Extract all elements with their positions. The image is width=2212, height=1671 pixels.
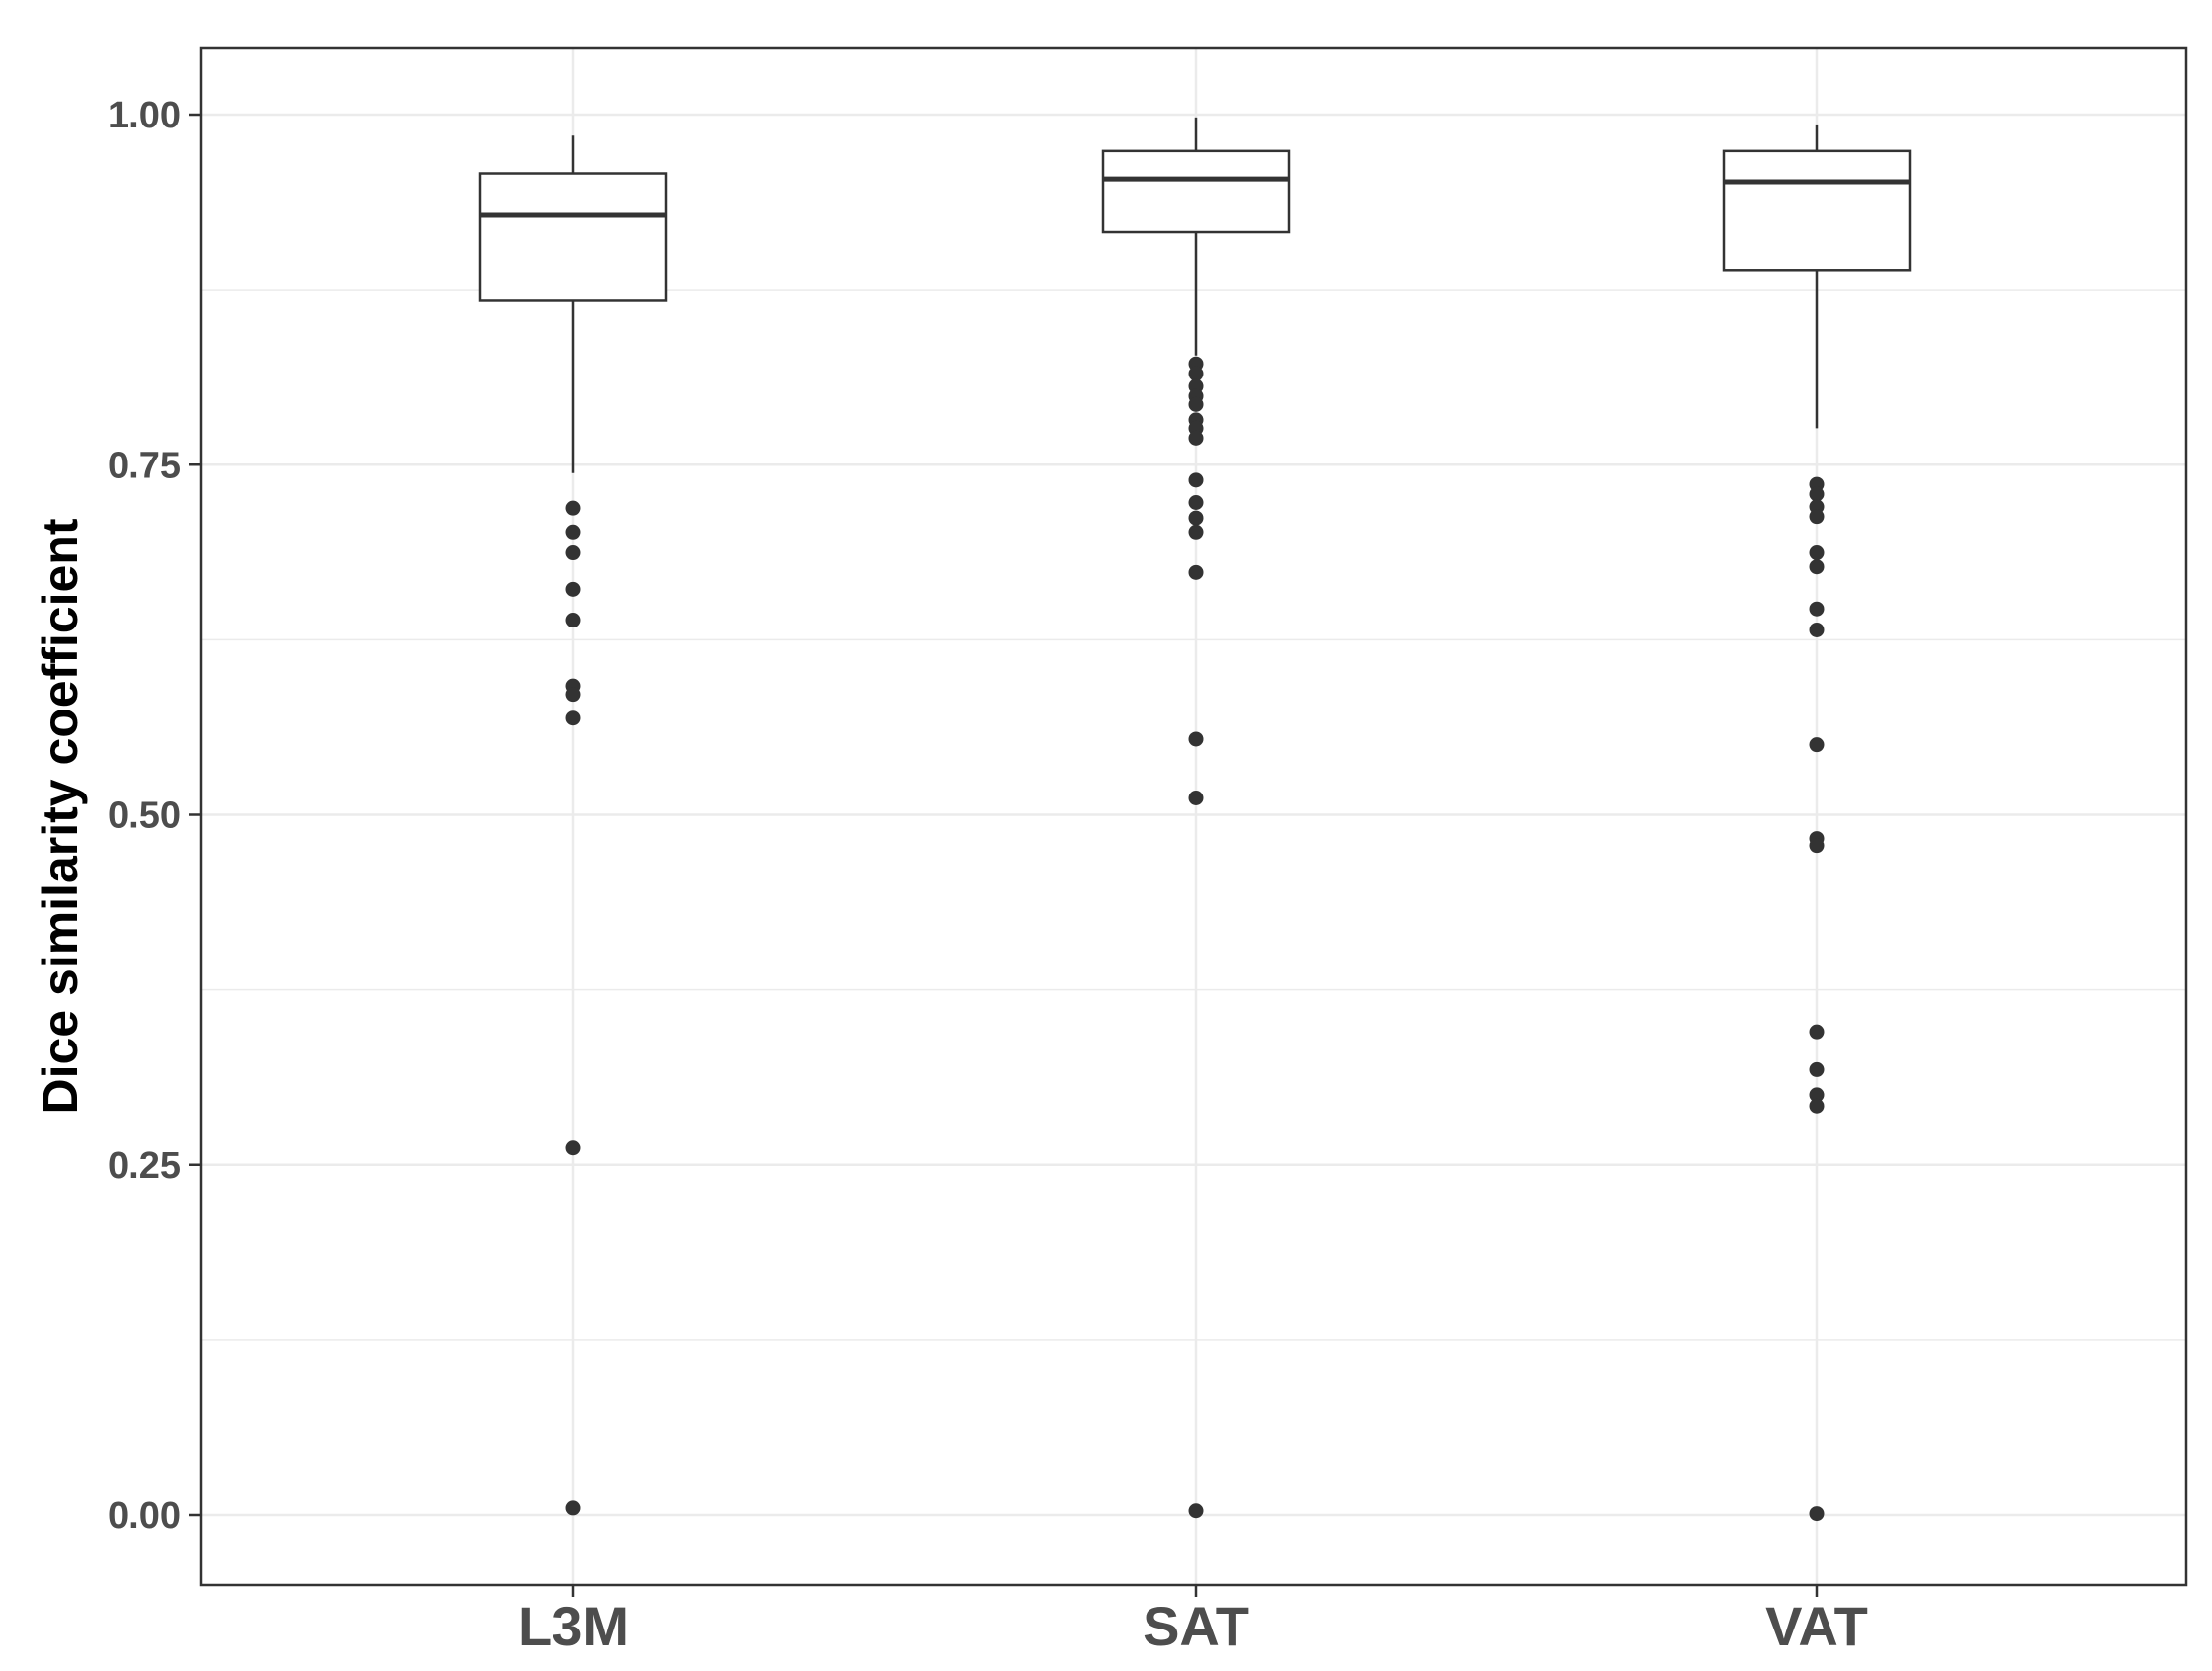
outlier-point bbox=[1809, 486, 1825, 502]
outlier-point bbox=[1188, 366, 1204, 381]
boxes bbox=[478, 117, 1912, 473]
outlier-point bbox=[1188, 564, 1204, 580]
y-tick-label: 0.75 bbox=[108, 445, 181, 486]
outlier-point bbox=[565, 613, 581, 628]
outlier-point bbox=[1188, 472, 1204, 488]
outlier-point bbox=[565, 545, 581, 561]
x-tick-label: VAT bbox=[1765, 1595, 1868, 1657]
outlier-point bbox=[565, 710, 581, 726]
outlier-point bbox=[1809, 1098, 1825, 1114]
outlier-point bbox=[1809, 1024, 1825, 1040]
outlier-point bbox=[1188, 430, 1204, 446]
outlier-point bbox=[1188, 524, 1204, 540]
y-tick-label: 0.25 bbox=[108, 1145, 181, 1187]
outlier-point bbox=[565, 500, 581, 516]
outlier-point bbox=[1809, 838, 1825, 854]
outlier-point bbox=[1809, 1087, 1825, 1103]
outlier-point bbox=[565, 581, 581, 597]
outlier-point bbox=[1809, 509, 1825, 525]
box-l3m bbox=[478, 135, 668, 473]
outlier-point bbox=[1188, 396, 1204, 412]
outlier-point bbox=[1809, 559, 1825, 575]
outlier-point bbox=[1809, 545, 1825, 561]
outlier-point bbox=[1809, 622, 1825, 637]
x-tick-label: SAT bbox=[1143, 1595, 1249, 1657]
outlier-point bbox=[1188, 1503, 1204, 1519]
box-sat bbox=[1101, 117, 1291, 356]
outlier-point bbox=[1188, 510, 1204, 526]
y-tick-label: 1.00 bbox=[108, 95, 181, 136]
outlier-point bbox=[565, 687, 581, 703]
outlier-point bbox=[1809, 601, 1825, 617]
y-axis-title: Dice similarity coefficient bbox=[33, 518, 88, 1114]
outlier-point bbox=[1809, 1506, 1825, 1522]
outlier-point bbox=[1188, 731, 1204, 747]
box-vat bbox=[1722, 124, 1912, 429]
outlier-point bbox=[565, 1140, 581, 1156]
box-body bbox=[1101, 149, 1291, 234]
y-tick-label: 0.50 bbox=[108, 795, 181, 837]
panel-border bbox=[199, 46, 2188, 1587]
outlier-point bbox=[1809, 1061, 1825, 1077]
outlier-point bbox=[565, 1500, 581, 1516]
axes: 0.00 0.25 0.50 0.75 1.00 L3M SAT VAT bbox=[108, 95, 1868, 1657]
x-tick-label: L3M bbox=[518, 1595, 629, 1657]
y-tick-label: 0.00 bbox=[108, 1495, 181, 1537]
outlier-points bbox=[565, 356, 1825, 1522]
box-body bbox=[478, 172, 668, 302]
outlier-point bbox=[1188, 495, 1204, 511]
outlier-point bbox=[1809, 737, 1825, 753]
box-body bbox=[1722, 149, 1912, 272]
outlier-point bbox=[1188, 790, 1204, 805]
outlier-point bbox=[565, 524, 581, 540]
